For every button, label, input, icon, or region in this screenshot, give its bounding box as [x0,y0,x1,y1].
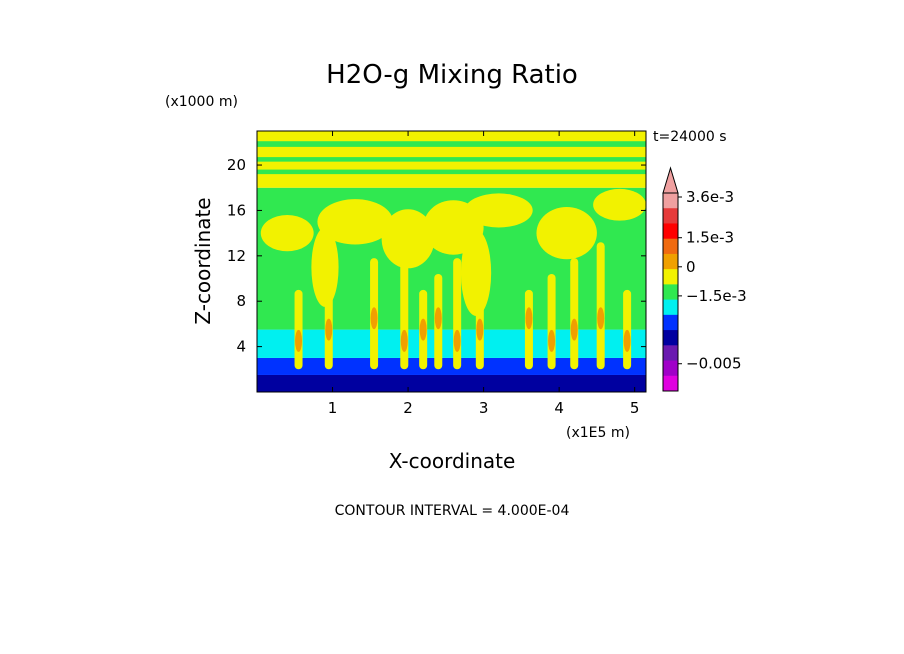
x-axis-title: X-coordinate [389,449,516,473]
colorbar-frame [662,192,679,392]
colorbar-level [663,253,678,270]
y-tick-label: 12 [227,247,246,265]
x-tick-label: 3 [479,399,489,417]
y-axis: 4 8 12 16 20 [227,156,646,356]
moist-region [317,199,393,245]
time-label: t=24000 s [653,129,727,145]
moist-region [260,214,314,252]
x-axis: 1 2 3 4 5 [328,131,640,417]
moist-region [464,193,533,228]
plume-core [295,329,303,352]
colorbar-label: 3.6e-3 [686,188,734,206]
colorbar-level [663,238,678,255]
plume [623,289,632,370]
colorbar-level [663,330,678,346]
plume-core [325,318,333,341]
contour-interval-label: CONTOUR INTERVAL = 4.000E-04 [335,503,570,519]
moist-region [593,188,646,221]
field-layer [257,329,646,358]
colorbar-level [663,269,678,285]
plume-core [453,329,461,352]
plume-core [597,307,605,330]
plume [524,289,533,370]
plume [570,258,579,370]
colorbar [662,166,679,392]
field-band [257,141,646,147]
colorbar-level [663,223,678,240]
plume-core [370,307,378,330]
field-layer [257,357,646,375]
colorbar-label: −1.5e-3 [686,287,747,305]
plume-core [623,329,631,352]
colorbar-label: 1.5e-3 [686,229,734,247]
plume [475,242,484,370]
colorbar-level [663,314,678,331]
plume [547,273,556,370]
plume-core [419,318,427,341]
plume [453,258,462,370]
colorbar-level [663,299,678,316]
plume-core [434,307,442,330]
x-unit-label: (x1E5 m) [566,425,630,441]
plume-core [476,318,484,341]
y-unit-label: (x1000 m) [165,94,238,110]
moist-region [381,209,435,269]
colorbar-level [663,345,678,362]
field-layer [257,374,646,392]
colorbar-arrow [662,166,679,194]
y-tick-label: 8 [236,292,246,310]
colorbar-level [663,375,678,392]
colorbar-label: −0.005 [686,355,742,373]
colorbar-level [663,360,678,377]
x-tick-label: 5 [630,399,640,417]
field-band [257,169,646,175]
colorbar-level [663,284,678,301]
plume [596,242,605,370]
chart-title: H2O-g Mixing Ratio [326,60,578,90]
colorbar-labels: 3.6e-3 1.5e-3 0 −1.5e-3 −0.005 [678,188,747,373]
plume [294,289,303,370]
x-tick-label: 2 [403,399,413,417]
moist-region [536,207,597,260]
y-tick-label: 16 [227,201,246,219]
plume-core [400,329,408,352]
y-tick-label: 20 [227,156,246,174]
plume-core [525,307,533,330]
x-tick-label: 1 [328,399,338,417]
y-tick-label: 4 [236,338,246,356]
colorbar-label: 0 [686,258,696,276]
field-band [257,157,646,162]
plot-frame [256,130,647,393]
x-tick-label: 4 [554,399,564,417]
y-axis-title: Z-coordinate [191,197,215,324]
contour-field [257,131,646,392]
colorbar-level [663,208,678,224]
plume-core [548,329,556,352]
colorbar-level [663,193,678,209]
plume-core [570,318,578,341]
